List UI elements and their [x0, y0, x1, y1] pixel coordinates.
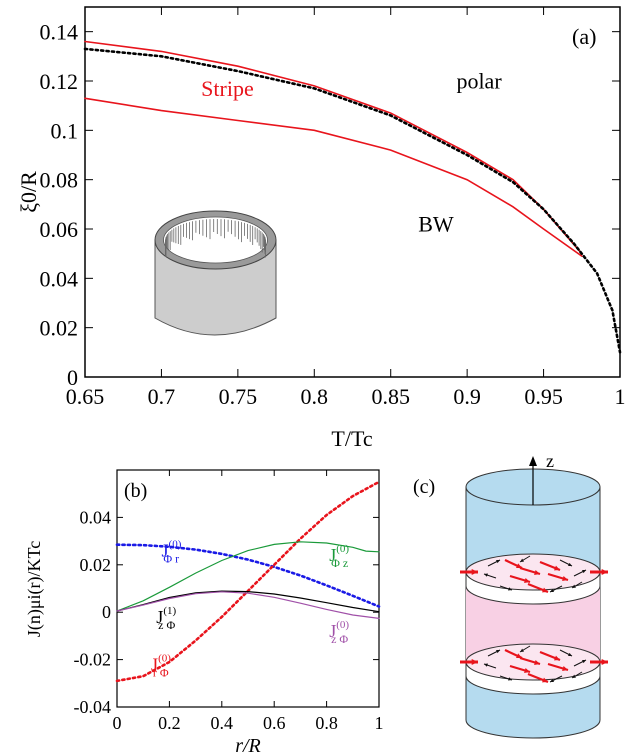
- panel-a-ytick-label: 0.04: [40, 266, 79, 291]
- panel-a-ytick-label: 0: [67, 365, 78, 390]
- panel-b-label: (b): [124, 480, 147, 502]
- panel-b-ytick-label: 0: [102, 602, 111, 622]
- panel-b-curve-label-4: J(0) r Φ: [151, 652, 171, 679]
- annotation-bw: BW: [418, 211, 454, 236]
- panel-a-lines: [83, 40, 622, 354]
- panel-b-series-2: [116, 541, 380, 612]
- panel-b-series-3: [116, 590, 380, 613]
- panel-b-xtick-label: 0: [113, 713, 122, 733]
- panel-b-curve-label-1: J(0) Φ z: [329, 543, 349, 570]
- panel-a-xtick-label: 0.85: [371, 384, 410, 409]
- vector-arrowhead: [524, 667, 530, 673]
- panel-a-ytick-label: 0.1: [51, 118, 79, 143]
- panel-a-xtick-label: 0.65: [66, 384, 105, 409]
- panel-a-xtick-label: 0.9: [453, 384, 481, 409]
- vector-arrowhead: [496, 650, 500, 654]
- z-axis-label: z: [546, 451, 554, 471]
- panel-b-xtick-label: 0.2: [158, 713, 181, 733]
- panel-b-curve-labels: J(0) Φ r J(0) Φ z J(1) z Φ J(0) z Φ J(0) r Φ: [151, 539, 349, 680]
- panel-a-xlabel: T/Tc: [331, 426, 372, 451]
- panel-b-curve-label-3: J(0) z Φ: [329, 619, 349, 646]
- vector-arrowhead: [508, 587, 512, 591]
- vector-arrowhead: [520, 558, 524, 562]
- annotation-stripe: Stripe: [201, 76, 254, 101]
- cylinder-bore: [163, 216, 268, 264]
- panel-b-ylabel: J(n)μi(r)/KTc: [24, 541, 45, 637]
- panel-b-ytick-label: -0.04: [74, 697, 112, 717]
- panel-a-label: (a): [572, 24, 596, 49]
- panel-a: 0.65 0.7 0.75 0.8 0.85 0.9 0.95 1 0 0.02 0.04 0.06 0…: [16, 6, 626, 451]
- panel-a-ticks: 0.65 0.7 0.75 0.8 0.85 0.9 0.95 1 0 0.02 0.04 0.06 0…: [40, 7, 626, 409]
- panel-c-label: (c): [413, 476, 435, 498]
- vector-arrows: [460, 555, 608, 684]
- panel-a-ytick-label: 0.06: [40, 217, 79, 242]
- panel-a-series-1: [84, 97, 583, 257]
- vector-arrowhead: [542, 587, 548, 593]
- vector-arrowhead: [554, 655, 560, 661]
- vector-arrowhead: [568, 652, 572, 656]
- panel-b-curve-label-0: J(0) Φ r: [162, 539, 182, 566]
- panel-b-series-1: [115, 480, 381, 683]
- cylinder-stripes: [165, 219, 266, 258]
- vector-arrowhead: [550, 678, 554, 682]
- vector-arrowhead: [471, 658, 478, 666]
- panel-b-ticks: 0 0.2 0.4 0.6 0.8 1 -0.04 -0.02 0 0.02 0.04: [74, 470, 384, 733]
- panel-a-ytick-label: 0.14: [40, 20, 79, 45]
- panel-a-xtick-label: 0.75: [219, 384, 258, 409]
- vector-arrowhead: [550, 588, 554, 592]
- panel-a-series-0: [84, 40, 583, 255]
- vector-arrowhead: [562, 665, 568, 671]
- vector-arrowhead: [568, 562, 572, 566]
- cylinder-inset: [154, 210, 277, 336]
- vector-arrowhead: [524, 577, 530, 583]
- panel-a-ytick-label: 0.02: [40, 316, 79, 341]
- vector-arrowhead: [520, 648, 524, 652]
- panel-a-series-2: [83, 47, 622, 354]
- panel-b-frame: [116, 469, 380, 708]
- vector-arrowhead: [484, 573, 488, 577]
- vector-arrowhead: [554, 565, 560, 571]
- panel-b-xtick-label: 0.6: [263, 713, 286, 733]
- vector-arrowhead: [508, 677, 512, 681]
- panel-a-xtick-label: 0.8: [301, 384, 329, 409]
- panel-a-ytick-label: 0.08: [40, 168, 79, 193]
- panel-a-xtick-label: 0.7: [148, 384, 176, 409]
- panel-a-ytick-label: 0.12: [40, 69, 79, 94]
- panel-b-series-0: [115, 543, 381, 608]
- vector-arrowhead: [542, 677, 548, 683]
- panel-b-xtick-label: 1: [375, 713, 384, 733]
- panel-a-frame: [84, 6, 621, 378]
- vector-arrowhead: [516, 653, 522, 659]
- vector-arrowhead: [572, 584, 576, 588]
- vector-arrowhead: [534, 659, 540, 665]
- vector-arrowhead: [562, 575, 568, 581]
- panel-a-xtick-label: 0.95: [524, 384, 563, 409]
- vector-arrowhead: [582, 660, 586, 664]
- panel-b-ytick-label: 0.02: [80, 555, 112, 575]
- vector-arrowhead: [516, 563, 522, 569]
- vector-arrowhead: [601, 568, 608, 576]
- panel-b-series-4: [116, 591, 380, 620]
- panel-b: 0 0.2 0.4 0.6 0.8 1 -0.04 -0.02 0 0.02 0.04 J(0) Φ …: [24, 469, 384, 754]
- panel-b-xtick-label: 0.8: [315, 713, 338, 733]
- panel-b-xlabel: r/R: [235, 735, 261, 754]
- panel-b-curve-label-2: J(1) z Φ: [156, 605, 176, 632]
- panel-b-lines: [115, 480, 381, 683]
- vector-arrowhead: [572, 674, 576, 678]
- vector-arrowhead: [534, 569, 540, 575]
- z-axis-arrowhead: [529, 456, 537, 466]
- vector-arrowhead: [601, 658, 608, 666]
- vector-arrowhead: [582, 570, 586, 574]
- vector-arrowhead: [496, 560, 500, 564]
- panel-a-xtick-label: 1: [615, 384, 626, 409]
- panel-b-ytick-label: 0.04: [80, 507, 112, 527]
- vector-arrowhead: [484, 663, 488, 667]
- vector-arrowhead: [471, 568, 478, 576]
- panel-a-ylabel: ξ0/R: [16, 171, 41, 213]
- panel-b-xtick-label: 0.4: [211, 713, 234, 733]
- panel-c: (c) z: [413, 451, 608, 739]
- annotation-polar: polar: [456, 68, 502, 93]
- panel-b-ytick-label: -0.02: [74, 650, 112, 670]
